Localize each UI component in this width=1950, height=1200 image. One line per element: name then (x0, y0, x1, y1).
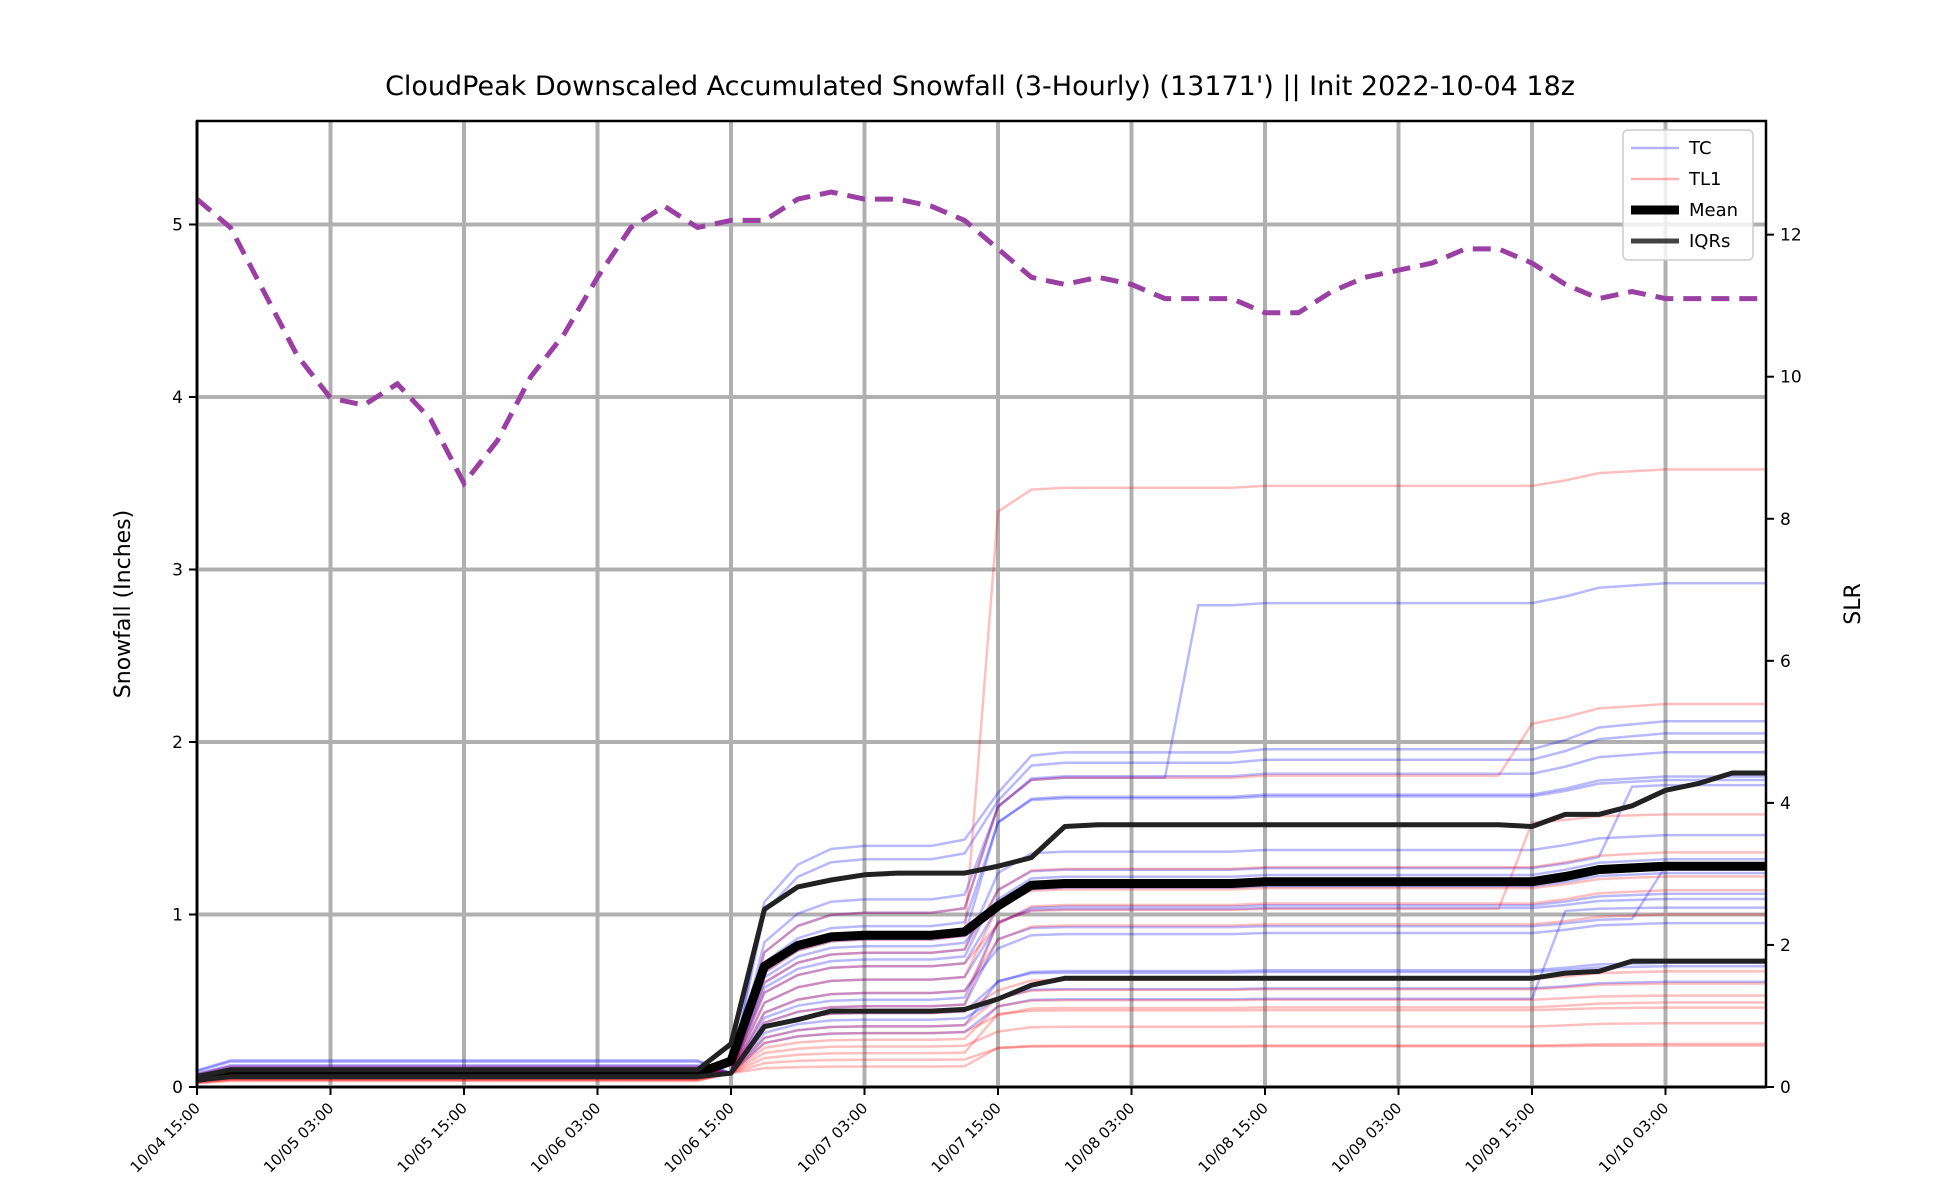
slr-line-layer (195, 189, 1766, 488)
y2-tick-label: 2 (1780, 936, 1791, 956)
x-axis-ticks: 10/04 15:00 10/05 03:00 10/05 15:00 10/06 0… (127, 1087, 1672, 1176)
y2-tick-label: 0 (1780, 1078, 1791, 1098)
iqr-lower-line (196, 958, 1766, 1083)
x-tick-label: 10/07 03:00 (794, 1099, 871, 1176)
statistic-lines (196, 770, 1766, 1083)
y2-tick-label: 4 (1780, 794, 1791, 814)
tl1-member-line (196, 1042, 1766, 1085)
x-tick-label: 10/09 15:00 (1462, 1099, 1539, 1176)
legend-label: Mean (1689, 200, 1738, 221)
x-tick-label: 10/05 15:00 (394, 1099, 471, 1176)
legend-label: TL1 (1688, 169, 1721, 190)
y2-tick-label: 10 (1780, 368, 1802, 388)
tc-member-line (196, 582, 1766, 1076)
x-tick-label: 10/07 15:00 (928, 1099, 1005, 1176)
legend-label: TC (1688, 138, 1712, 159)
y2-tick-label: 6 (1780, 652, 1791, 672)
x-tick-label: 10/08 15:00 (1195, 1099, 1272, 1176)
x-tick-label: 10/08 03:00 (1061, 1099, 1138, 1176)
y-tick-label: 1 (172, 906, 183, 926)
tl1-member-line (196, 1044, 1766, 1085)
legend: TC TL1 Mean IQRs (1622, 129, 1754, 261)
y-axis-ticks: 0 1 2 3 4 5 (172, 216, 197, 1098)
y-axis-label: Snowfall (Inches) (111, 510, 136, 698)
y-tick-label: 5 (172, 216, 183, 236)
mean-line (196, 861, 1766, 1083)
y2-tick-label: 8 (1780, 510, 1791, 530)
legend-box (1622, 129, 1754, 261)
tc-member-line (196, 732, 1766, 1075)
x-tick-label: 10/06 03:00 (527, 1099, 604, 1176)
x-tick-label: 10/09 03:00 (1328, 1099, 1405, 1176)
y2-axis-ticks: 0 2 4 6 8 10 12 (1766, 226, 1802, 1098)
x-tick-label: 10/10 03:00 (1595, 1099, 1672, 1176)
x-tick-label: 10/06 15:00 (661, 1099, 738, 1176)
slr-line (195, 189, 1766, 488)
x-tick-label: 10/05 03:00 (260, 1099, 337, 1176)
y-tick-label: 4 (172, 388, 183, 408)
tc-member-line (196, 720, 1766, 1075)
chart-title: CloudPeak Downscaled Accumulated Snowfal… (385, 71, 1575, 102)
y2-tick-label: 12 (1780, 226, 1802, 246)
y-tick-label: 0 (172, 1078, 183, 1098)
x-tick-label: 10/04 15:00 (127, 1099, 204, 1176)
iqr-upper-line (196, 770, 1766, 1080)
plot-frame (195, 119, 1768, 1089)
tl1-member-line (196, 1006, 1766, 1084)
y2-axis-label: SLR (1841, 583, 1866, 625)
tl1-member-line (196, 702, 1766, 1076)
y-tick-label: 3 (172, 561, 183, 581)
legend-label: IQRs (1689, 231, 1730, 252)
y-tick-label: 2 (172, 733, 183, 753)
tc-member-line (196, 751, 1766, 1075)
